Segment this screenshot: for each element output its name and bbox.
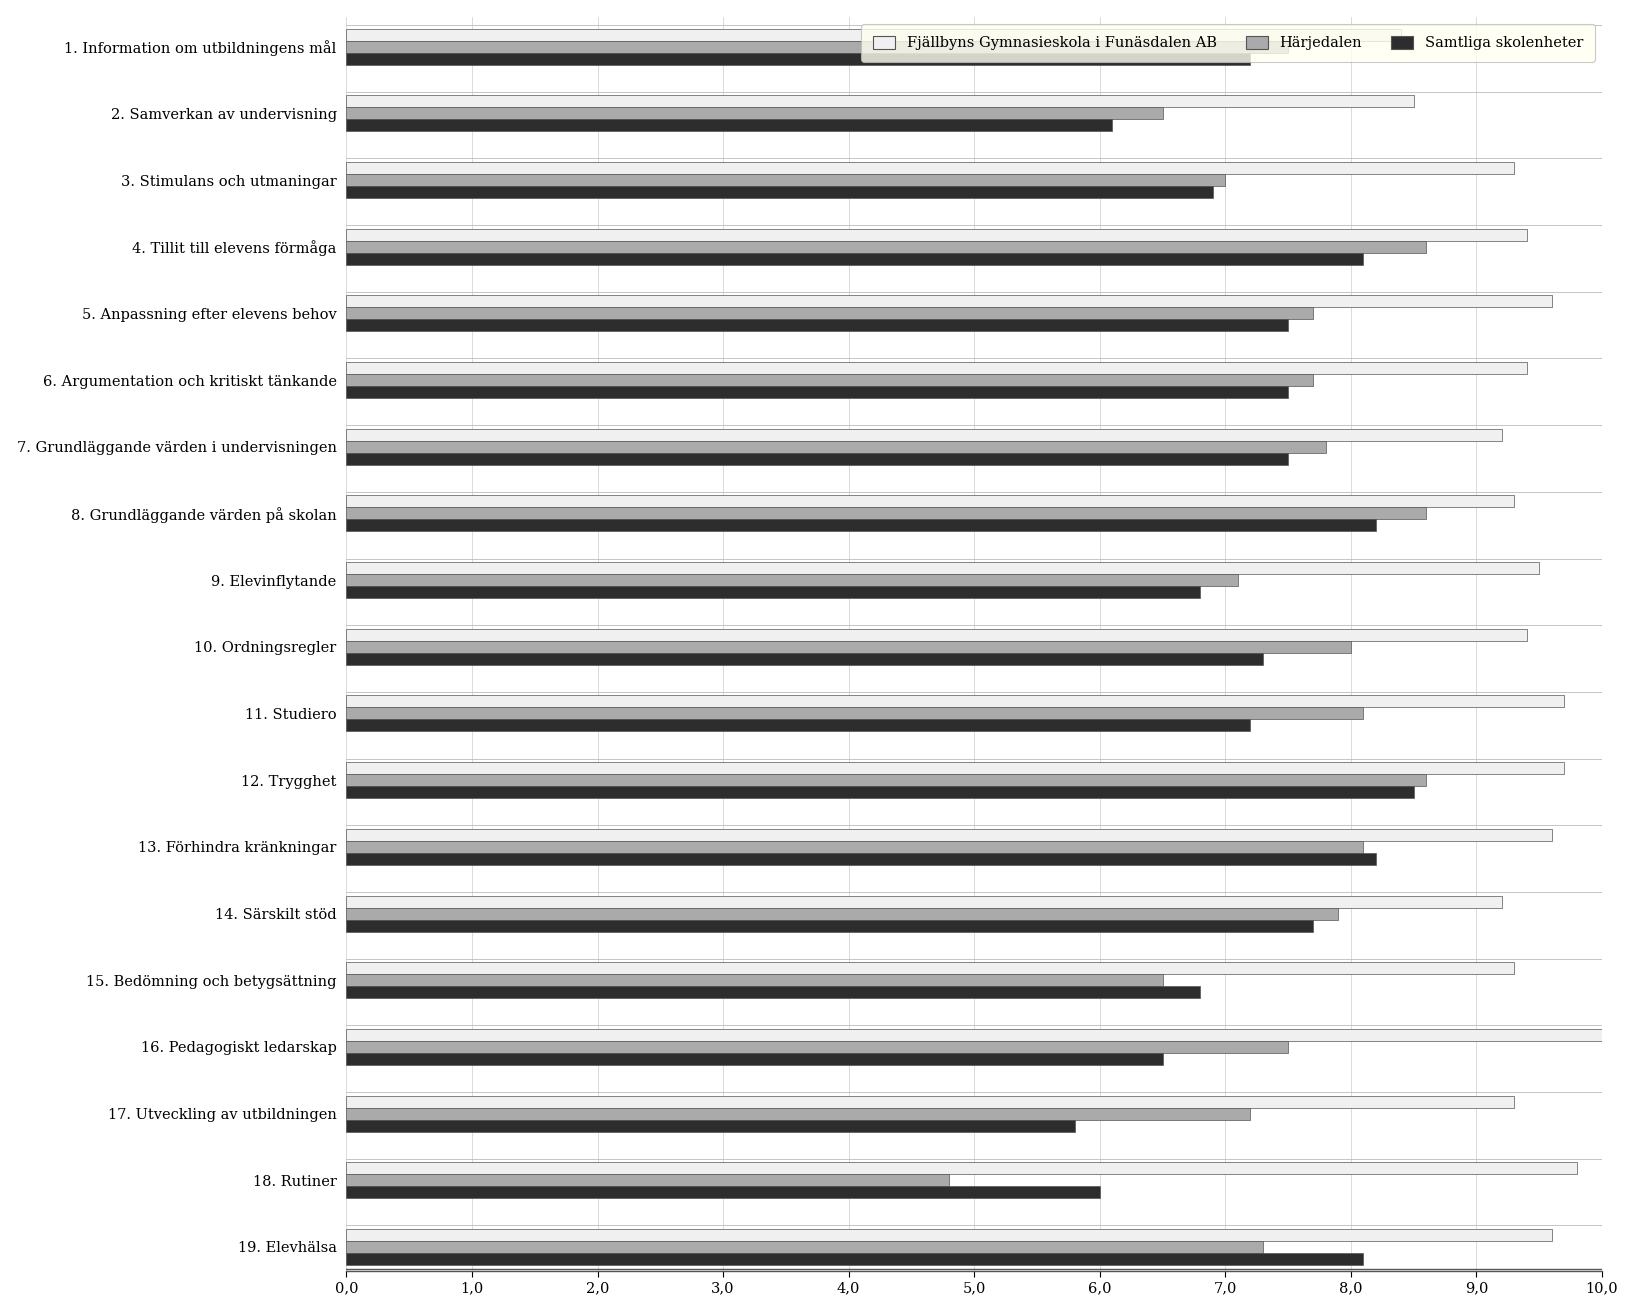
Bar [347,319,1288,332]
Bar [347,975,1162,987]
Bar [347,586,1200,598]
Bar [347,1241,1262,1253]
Bar [347,640,1351,653]
Bar [347,707,1364,719]
Bar [347,1229,1552,1241]
Bar [347,41,1288,52]
Bar [347,1029,1602,1040]
Bar [347,575,1238,586]
Bar [347,920,1313,932]
Bar [347,96,1414,108]
Bar [347,520,1377,531]
Bar [347,1174,948,1186]
Bar [347,908,1339,920]
Bar [347,119,1112,131]
Bar [347,628,1527,640]
Bar [347,29,1401,41]
Bar [347,774,1426,786]
Bar [347,174,1225,186]
Bar [347,1052,1162,1065]
Bar [347,896,1501,908]
Bar [347,374,1313,386]
Bar [347,307,1313,319]
Bar [347,508,1426,520]
Bar [347,1253,1364,1265]
Bar [347,1040,1288,1052]
Bar [347,562,1539,575]
Bar [347,1119,1074,1131]
Bar [347,441,1326,453]
Bar [347,386,1288,398]
Bar [347,853,1377,865]
Bar [347,186,1213,198]
Bar [347,1096,1514,1107]
Bar [347,253,1364,265]
Bar [347,295,1552,307]
Bar [347,841,1364,853]
Bar [347,1186,1100,1198]
Bar [347,161,1514,174]
Bar [347,1162,1576,1174]
Bar [347,653,1262,665]
Bar [347,362,1527,374]
Bar [347,987,1200,998]
Bar [347,240,1426,253]
Bar [347,829,1552,841]
Bar [347,962,1514,975]
Bar [347,695,1565,707]
Bar [347,52,1251,64]
Legend: Fjällbyns Gymnasieskola i Funäsdalen AB, Härjedalen, Samtliga skolenheter: Fjällbyns Gymnasieskola i Funäsdalen AB,… [862,24,1594,62]
Bar [347,1107,1251,1119]
Bar [347,228,1527,240]
Bar [347,786,1414,798]
Bar [347,762,1565,774]
Bar [347,453,1288,464]
Bar [347,719,1251,732]
Bar [347,496,1514,508]
Bar [347,108,1162,119]
Bar [347,429,1501,441]
